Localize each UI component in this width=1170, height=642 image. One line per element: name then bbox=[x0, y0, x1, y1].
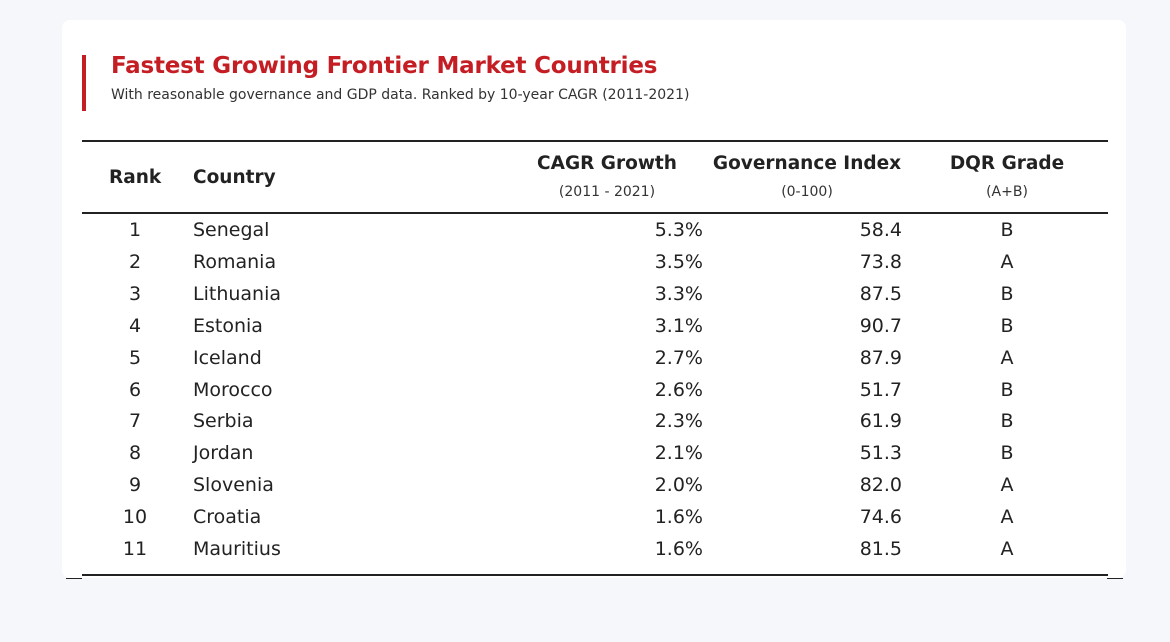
table-bottom-rule bbox=[82, 574, 1108, 576]
cell-cagr: 2.7% bbox=[654, 346, 703, 369]
header-cagr: CAGR Growth bbox=[537, 153, 677, 174]
cell-dqr: B bbox=[1000, 378, 1014, 401]
header-dqr-sub: (A+B) bbox=[986, 184, 1028, 200]
cell-cagr: 5.3% bbox=[654, 219, 703, 241]
table-row: 6 Morocco 2.6% 51.7 B bbox=[82, 374, 1108, 406]
cell-dqr: A bbox=[1000, 506, 1014, 529]
cell-cagr: 2.3% bbox=[654, 410, 703, 433]
table-row: 9 Slovenia 2.0% 82.0 A bbox=[82, 469, 1108, 501]
table-row: 5 Iceland 2.7% 87.9 A bbox=[82, 342, 1108, 374]
cell-dqr: B bbox=[1000, 442, 1014, 465]
cell-rank: 5 bbox=[128, 346, 142, 369]
cell-dqr: A bbox=[1000, 250, 1014, 273]
cell-rank: 11 bbox=[122, 538, 148, 560]
cell-governance: 87.5 bbox=[859, 282, 902, 305]
cell-rank: 2 bbox=[128, 250, 142, 273]
cell-rank: 7 bbox=[128, 410, 142, 433]
header-dqr: DQR Grade bbox=[949, 153, 1065, 174]
header-cagr-sub: (2011 - 2021) bbox=[558, 184, 656, 200]
cell-rank: 10 bbox=[122, 506, 148, 529]
table-row: 8 Jordan 2.1% 51.3 B bbox=[82, 437, 1108, 469]
cell-country: Slovenia bbox=[193, 474, 274, 497]
table-header-rule bbox=[82, 212, 1108, 214]
cell-cagr: 1.6% bbox=[654, 506, 703, 529]
table-top-rule bbox=[82, 140, 1108, 142]
cell-dqr: B bbox=[1000, 314, 1014, 337]
cell-governance: 73.8 bbox=[859, 250, 902, 273]
header-rank: Rank bbox=[109, 167, 162, 188]
cell-governance: 58.4 bbox=[859, 219, 902, 241]
cell-governance: 81.5 bbox=[859, 538, 902, 560]
cell-country: Estonia bbox=[193, 314, 263, 337]
cell-cagr: 2.6% bbox=[654, 378, 703, 401]
cell-cagr: 1.6% bbox=[654, 538, 703, 560]
cell-governance: 51.7 bbox=[859, 378, 902, 401]
cell-country: Mauritius bbox=[193, 538, 281, 560]
cell-country: Croatia bbox=[193, 506, 262, 529]
table-row: 7 Serbia 2.3% 61.9 B bbox=[82, 405, 1108, 437]
table-row: 4 Estonia 3.1% 90.7 B bbox=[82, 310, 1108, 342]
cell-governance: 74.6 bbox=[859, 506, 902, 529]
header-governance: Governance Index bbox=[712, 153, 902, 174]
cell-country: Morocco bbox=[193, 378, 273, 401]
cell-country: Romania bbox=[193, 250, 277, 273]
chart-title: Fastest Growing Frontier Market Countrie… bbox=[111, 53, 658, 79]
table-row: 2 Romania 3.5% 73.8 A bbox=[82, 246, 1108, 278]
table-card: Fastest Growing Frontier Market Countrie… bbox=[62, 20, 1126, 578]
cell-country: Iceland bbox=[193, 346, 262, 369]
right-edge-tick bbox=[1107, 578, 1123, 579]
cell-country: Jordan bbox=[193, 442, 254, 465]
cell-dqr: A bbox=[1000, 538, 1014, 560]
cell-cagr: 2.0% bbox=[654, 474, 703, 497]
cell-governance: 87.9 bbox=[859, 346, 902, 369]
cell-rank: 4 bbox=[128, 314, 142, 337]
cell-rank: 9 bbox=[128, 474, 142, 497]
table-row: 3 Lithuania 3.3% 87.5 B bbox=[82, 278, 1108, 310]
cell-dqr: B bbox=[1000, 410, 1014, 433]
cell-cagr: 3.5% bbox=[654, 250, 703, 273]
cell-dqr: B bbox=[1000, 282, 1014, 305]
cell-country: Lithuania bbox=[193, 282, 282, 305]
cell-governance: 90.7 bbox=[859, 314, 902, 337]
cell-rank: 1 bbox=[128, 219, 142, 241]
title-block: Fastest Growing Frontier Market Countrie… bbox=[82, 53, 690, 111]
table-row: 10 Croatia 1.6% 74.6 A bbox=[82, 501, 1108, 533]
header-country: Country bbox=[193, 167, 276, 188]
chart-subtitle: With reasonable governance and GDP data.… bbox=[111, 87, 690, 103]
cell-dqr: A bbox=[1000, 474, 1014, 497]
cell-country: Senegal bbox=[193, 219, 270, 241]
cell-dqr: A bbox=[1000, 346, 1014, 369]
cell-country: Serbia bbox=[193, 410, 254, 433]
cell-cagr: 3.3% bbox=[654, 282, 703, 305]
cell-cagr: 3.1% bbox=[654, 314, 703, 337]
cell-rank: 8 bbox=[128, 442, 142, 465]
left-edge-tick bbox=[66, 578, 82, 579]
header-governance-sub: (0-100) bbox=[781, 184, 833, 200]
table-row: 1 Senegal 5.3% 58.4 B bbox=[82, 214, 1108, 246]
cell-dqr: B bbox=[1000, 219, 1014, 241]
cell-cagr: 2.1% bbox=[654, 442, 703, 465]
table-row: 11 Mauritius 1.6% 81.5 A bbox=[82, 533, 1108, 565]
cell-rank: 3 bbox=[128, 282, 142, 305]
cell-governance: 82.0 bbox=[859, 474, 902, 497]
cell-rank: 6 bbox=[128, 378, 142, 401]
cell-governance: 61.9 bbox=[859, 410, 902, 433]
cell-governance: 51.3 bbox=[859, 442, 902, 465]
